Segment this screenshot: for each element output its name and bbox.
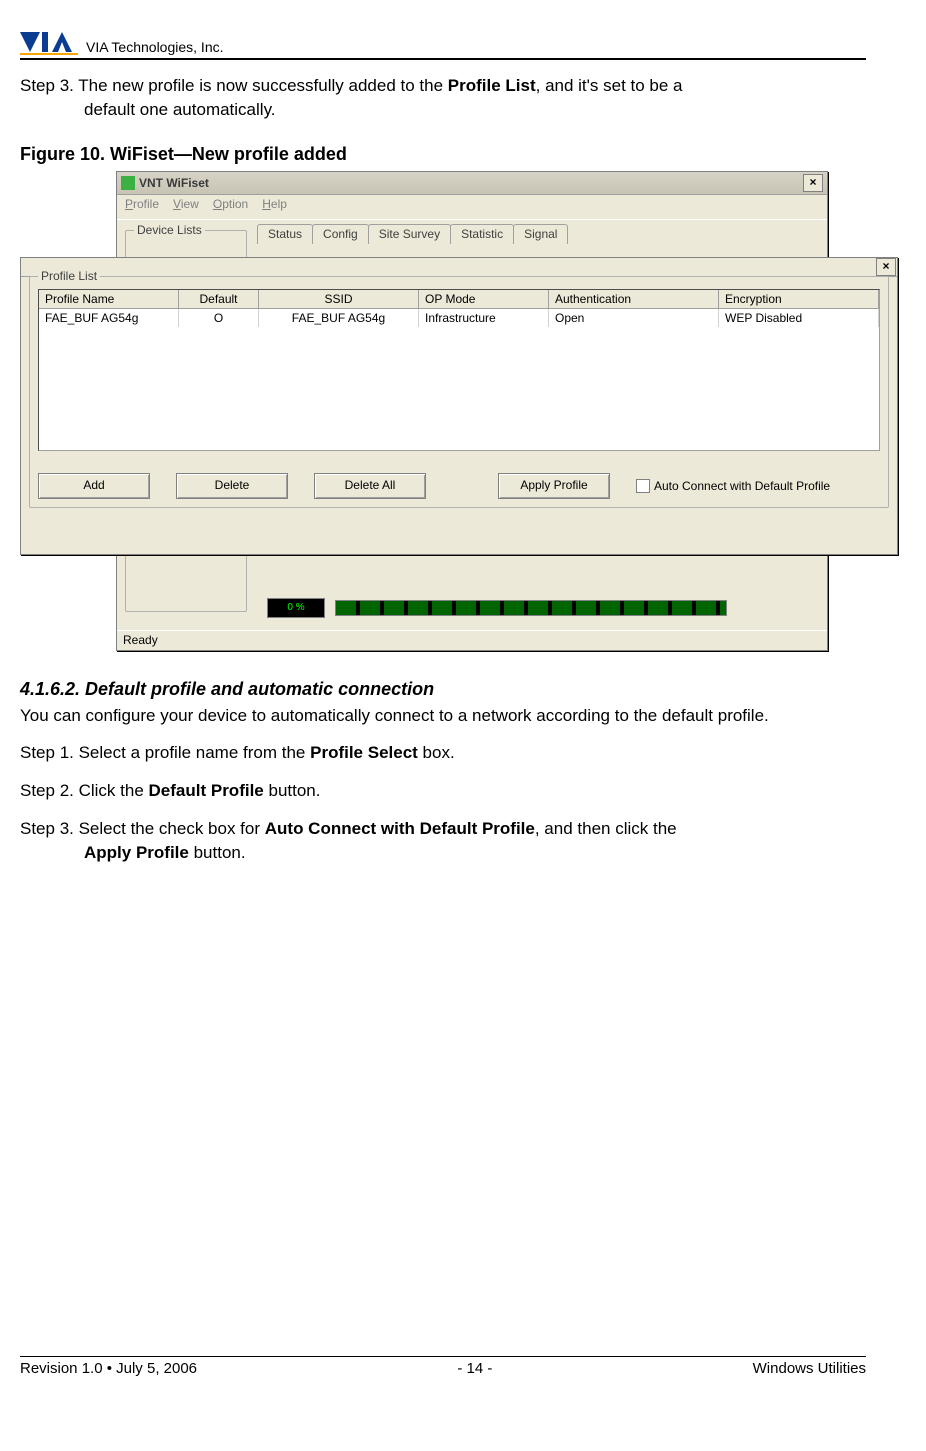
cell-default: O bbox=[179, 309, 259, 327]
window-title: VNT WiFiset bbox=[139, 176, 209, 190]
cell-op-mode: Infrastructure bbox=[419, 309, 549, 327]
front-titlebar: × bbox=[21, 258, 897, 277]
s3-b: , and then click the bbox=[535, 819, 677, 838]
page-footer: Revision 1.0 • July 5, 2006 - 14 - Windo… bbox=[20, 1356, 866, 1377]
col-default[interactable]: Default bbox=[179, 290, 259, 308]
page-header: VIA Technologies, Inc. bbox=[20, 30, 866, 60]
tab-strip: Status Config Site Survey Statistic Sign… bbox=[257, 224, 567, 244]
menu-profile[interactable]: Profile bbox=[125, 197, 159, 217]
add-button[interactable]: Add bbox=[38, 473, 150, 499]
col-op-mode[interactable]: OP Mode bbox=[419, 290, 549, 308]
signal-meter bbox=[335, 600, 727, 616]
menubar: Profile View Option Help bbox=[117, 195, 827, 220]
figure-caption: Figure 10. WiFiset—New profile added bbox=[20, 144, 866, 165]
col-ssid[interactable]: SSID bbox=[259, 290, 419, 308]
step1: Step 1. Select a profile name from the P… bbox=[20, 741, 866, 765]
col-encryption[interactable]: Encryption bbox=[719, 290, 879, 308]
s2-bold: Default Profile bbox=[149, 781, 264, 800]
s1-bold: Profile Select bbox=[310, 743, 418, 762]
app-icon bbox=[121, 176, 135, 190]
close-icon[interactable]: × bbox=[803, 174, 823, 192]
button-row: Add Delete Delete All Apply Profile Auto… bbox=[38, 473, 830, 499]
profile-list-window: × Profile List Profile Name Default SSID… bbox=[20, 257, 898, 555]
cell-ssid: FAE_BUF AG54g bbox=[259, 309, 419, 327]
menu-help[interactable]: Help bbox=[262, 197, 287, 217]
step3-part-a: Step 3. The new profile is now successfu… bbox=[20, 76, 448, 95]
step3-part-c: default one automatically. bbox=[20, 98, 866, 122]
table-header: Profile Name Default SSID OP Mode Authen… bbox=[39, 290, 879, 309]
apply-profile-button[interactable]: Apply Profile bbox=[498, 473, 610, 499]
tab-status[interactable]: Status bbox=[257, 224, 313, 244]
s3-c: button. bbox=[189, 843, 246, 862]
close-icon[interactable]: × bbox=[876, 258, 896, 276]
device-lists-label: Device Lists bbox=[134, 223, 205, 237]
footer-right: Windows Utilities bbox=[753, 1360, 866, 1377]
percent-meter: 0 % bbox=[267, 598, 325, 618]
s2-b: button. bbox=[264, 781, 321, 800]
step3b: Step 3. Select the check box for Auto Co… bbox=[20, 817, 866, 865]
table-row[interactable]: FAE_BUF AG54g O FAE_BUF AG54g Infrastruc… bbox=[39, 309, 879, 327]
tab-config[interactable]: Config bbox=[312, 224, 369, 244]
menu-option[interactable]: Option bbox=[213, 197, 248, 217]
cell-profile-name: FAE_BUF AG54g bbox=[39, 309, 179, 327]
cell-auth: Open bbox=[549, 309, 719, 327]
col-profile-name[interactable]: Profile Name bbox=[39, 290, 179, 308]
delete-button[interactable]: Delete bbox=[176, 473, 288, 499]
tab-site-survey[interactable]: Site Survey bbox=[368, 224, 451, 244]
screenshot: VNT WiFiset × Profile View Option Help D… bbox=[116, 171, 896, 651]
profile-list-group: Profile List Profile Name Default SSID O… bbox=[29, 276, 889, 508]
tab-statistic[interactable]: Statistic bbox=[450, 224, 514, 244]
col-auth[interactable]: Authentication bbox=[549, 290, 719, 308]
via-logo bbox=[20, 30, 80, 56]
cell-encryption: WEP Disabled bbox=[719, 309, 879, 327]
step2: Step 2. Click the Default Profile button… bbox=[20, 779, 866, 803]
titlebar: VNT WiFiset × bbox=[117, 172, 827, 195]
s1-b: box. bbox=[418, 743, 455, 762]
step3-bold: Profile List bbox=[448, 76, 536, 95]
section-heading: 4.1.6.2. Default profile and automatic c… bbox=[20, 679, 866, 700]
section-para: You can configure your device to automat… bbox=[20, 704, 866, 728]
tab-signal[interactable]: Signal bbox=[513, 224, 568, 244]
profile-list-label: Profile List bbox=[38, 269, 100, 283]
auto-connect-label: Auto Connect with Default Profile bbox=[654, 479, 830, 493]
s3-bold1: Auto Connect with Default Profile bbox=[265, 819, 535, 838]
s1-a: Step 1. Select a profile name from the bbox=[20, 743, 310, 762]
company-name: VIA Technologies, Inc. bbox=[86, 39, 224, 56]
s2-a: Step 2. Click the bbox=[20, 781, 149, 800]
delete-all-button[interactable]: Delete All bbox=[314, 473, 426, 499]
s3-a: Step 3. Select the check box for bbox=[20, 819, 265, 838]
footer-left: Revision 1.0 • July 5, 2006 bbox=[20, 1360, 197, 1377]
statusbar: Ready bbox=[117, 630, 827, 650]
checkbox-icon bbox=[636, 479, 650, 493]
profile-table: Profile Name Default SSID OP Mode Authen… bbox=[38, 289, 880, 451]
meter-area: 0 % bbox=[267, 598, 727, 618]
step3-part-b: , and it's set to be a bbox=[536, 76, 683, 95]
footer-center: - 14 - bbox=[457, 1360, 492, 1377]
step3-text: Step 3. The new profile is now successfu… bbox=[20, 74, 866, 122]
auto-connect-checkbox[interactable]: Auto Connect with Default Profile bbox=[636, 479, 830, 493]
menu-view[interactable]: View bbox=[173, 197, 199, 217]
s3-bold2: Apply Profile bbox=[84, 843, 189, 862]
